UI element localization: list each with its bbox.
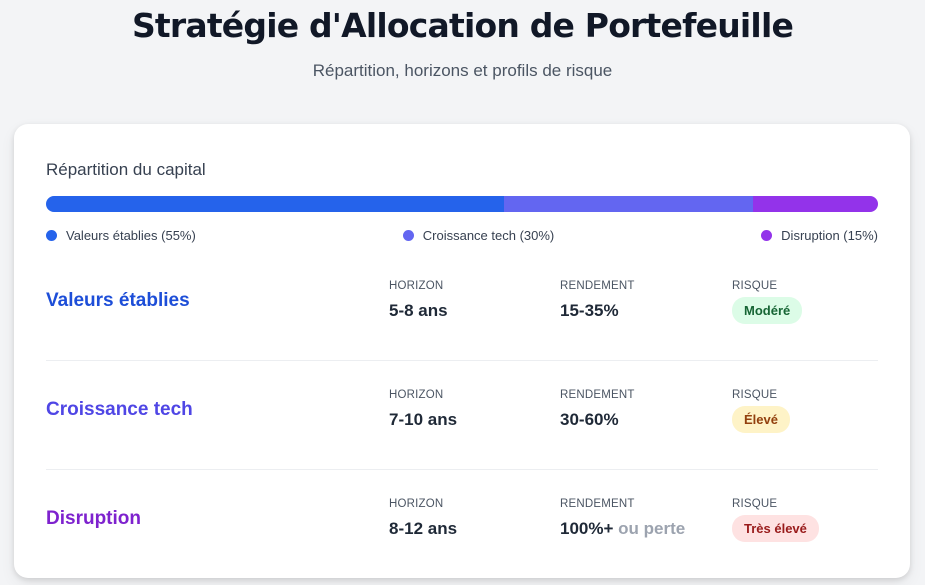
horizon-value: 7-10 ans — [389, 410, 458, 429]
risk-badge: Très élevé — [732, 515, 819, 542]
allocation-bar — [46, 196, 878, 212]
horizon-metric: HORIZON 8-12 ans — [389, 497, 457, 539]
strategy-row-valeurs-etablies: Valeurs établies HORIZON 5-8 ans RENDEME… — [46, 252, 878, 361]
allocation-label: Répartition du capital — [46, 160, 206, 179]
allocation-segment-valeurs-etablies — [46, 196, 504, 212]
legend-item-disruption: Disruption (15%) — [761, 228, 878, 243]
row-divider — [46, 360, 878, 361]
return-value: 100%+ ou perte — [560, 519, 685, 539]
legend-dot-icon — [761, 229, 773, 241]
return-main: 30-60% — [560, 410, 619, 429]
return-metric: RENDEMENT 100%+ ou perte — [560, 497, 685, 539]
horizon-value: 5-8 ans — [389, 301, 448, 320]
allocation-segment-disruption — [753, 196, 878, 212]
legend-label: Valeurs établies (55%) — [66, 227, 196, 243]
horizon-label: HORIZON — [389, 389, 444, 401]
return-main: 15-35% — [560, 301, 619, 320]
risk-metric: RISQUE Très élevé — [732, 497, 819, 542]
risk-badge: Élevé — [732, 406, 790, 433]
legend-item-valeurs-etablies: Valeurs établies (55%) — [46, 228, 196, 243]
strategy-row-croissance-tech: Croissance tech HORIZON 7-10 ans RENDEME… — [46, 361, 878, 470]
row-divider — [46, 469, 878, 470]
horizon-value: 8-12 ans — [389, 519, 458, 538]
risk-label: RISQUE — [732, 280, 778, 292]
return-label: RENDEMENT — [560, 498, 635, 510]
allocation-legend: Valeurs établies (55%) Croissance tech (… — [46, 226, 878, 244]
horizon-label: HORIZON — [389, 280, 444, 292]
return-main: 100%+ — [560, 519, 614, 538]
legend-dot-icon — [402, 229, 414, 241]
legend-label: Croissance tech (30%) — [422, 227, 555, 243]
allocation-segment-croissance-tech — [503, 196, 754, 212]
page-subtitle: Répartition, horizons et profils de risq… — [312, 61, 613, 80]
horizon-metric: HORIZON 7-10 ans — [389, 388, 457, 430]
page-title: Stratégie d'Allocation de Portefeuille — [131, 6, 794, 45]
return-value: 15-35% — [560, 301, 635, 321]
return-label: RENDEMENT — [560, 389, 635, 401]
allocation-card: Répartition du capital Valeurs établies … — [14, 124, 910, 578]
legend-label: Disruption (15%) — [781, 227, 878, 243]
legend-item-croissance-tech: Croissance tech (30%) — [402, 227, 555, 243]
strategy-name: Valeurs établies — [46, 290, 190, 311]
legend-dot-icon — [46, 229, 57, 241]
risk-label: RISQUE — [732, 498, 778, 510]
return-metric: RENDEMENT 30-60% — [560, 388, 635, 430]
risk-label: RISQUE — [732, 389, 778, 401]
risk-metric: RISQUE Élevé — [732, 388, 790, 433]
return-label: RENDEMENT — [560, 280, 635, 292]
return-extra: ou perte — [618, 519, 686, 538]
risk-badge: Modéré — [732, 297, 803, 324]
strategy-row-disruption: Disruption HORIZON 8-12 ans RENDEMENT 10… — [46, 470, 878, 579]
return-metric: RENDEMENT 15-35% — [560, 279, 635, 321]
horizon-label: HORIZON — [389, 498, 444, 510]
return-value: 30-60% — [560, 410, 635, 430]
strategy-name: Disruption — [46, 508, 141, 529]
strategy-name: Croissance tech — [46, 399, 193, 420]
risk-metric: RISQUE Modéré — [732, 279, 803, 324]
horizon-metric: HORIZON 5-8 ans — [389, 279, 448, 321]
